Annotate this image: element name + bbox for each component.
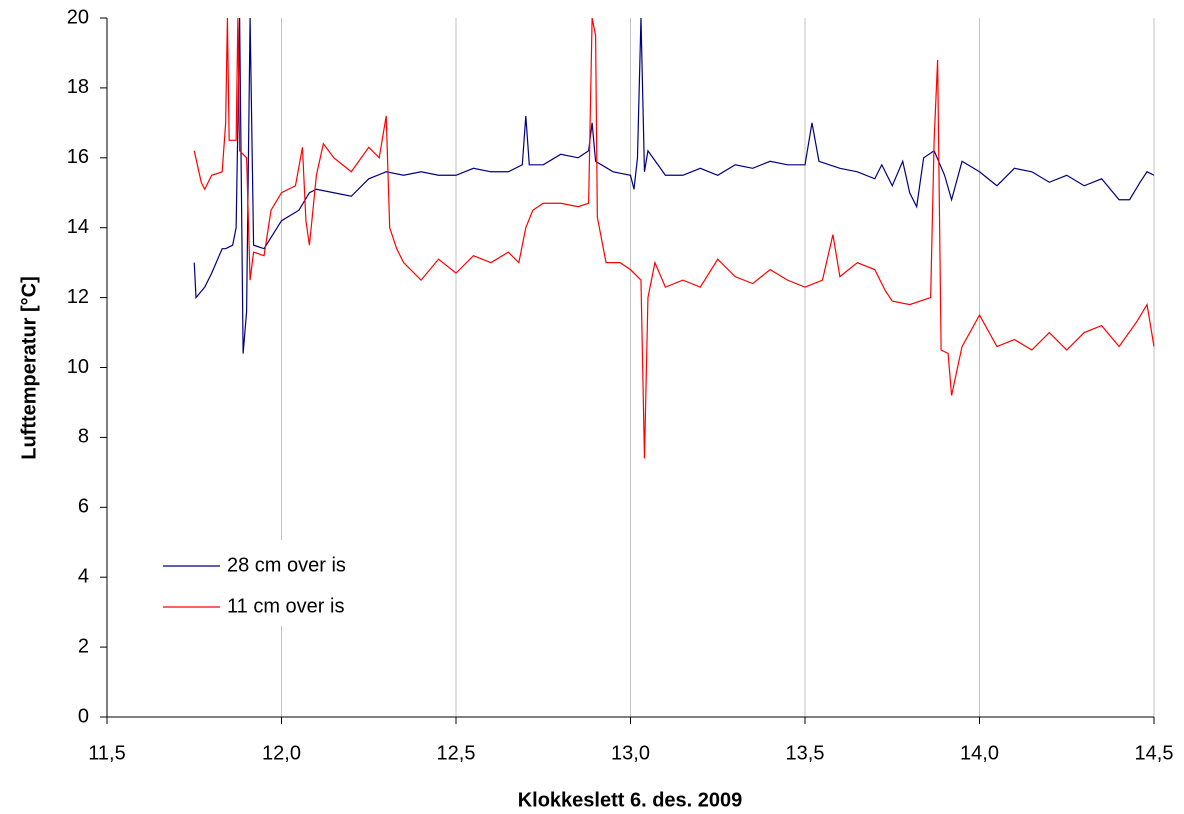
x-tick-label: 12,5: [437, 742, 476, 764]
y-tick-label: 8: [78, 426, 89, 448]
x-tick-label: 13,5: [786, 742, 825, 764]
y-tick-label: 20: [67, 6, 89, 28]
legend-label: 28 cm over is: [227, 554, 346, 576]
y-tick-label: 14: [67, 216, 89, 238]
legend-label: 11 cm over is: [227, 595, 344, 617]
legend-box: [157, 540, 395, 626]
y-axis-label: Lufttemperatur [°C]: [18, 276, 40, 460]
y-tick-label: 0: [78, 705, 89, 727]
x-tick-label: 12,0: [262, 742, 301, 764]
x-tick-label: 14,5: [1135, 742, 1174, 764]
y-tick-label: 10: [67, 356, 89, 378]
y-tick-label: 18: [67, 76, 89, 98]
y-tick-label: 2: [78, 635, 89, 657]
series-line: [193, 18, 1155, 459]
x-tick-label: 13,0: [611, 742, 650, 764]
series-line: [193, 18, 1155, 354]
x-axis-label: Klokkeslett 6. des. 2009: [518, 789, 743, 811]
y-tick-label: 16: [67, 146, 89, 168]
y-tick-label: 12: [67, 286, 89, 308]
x-tick-label: 11,5: [88, 742, 125, 764]
plot-area: [193, 18, 1155, 459]
y-tick-label: 6: [78, 496, 89, 518]
y-tick-label: 4: [78, 565, 89, 587]
x-tick-label: 14,0: [960, 742, 999, 764]
